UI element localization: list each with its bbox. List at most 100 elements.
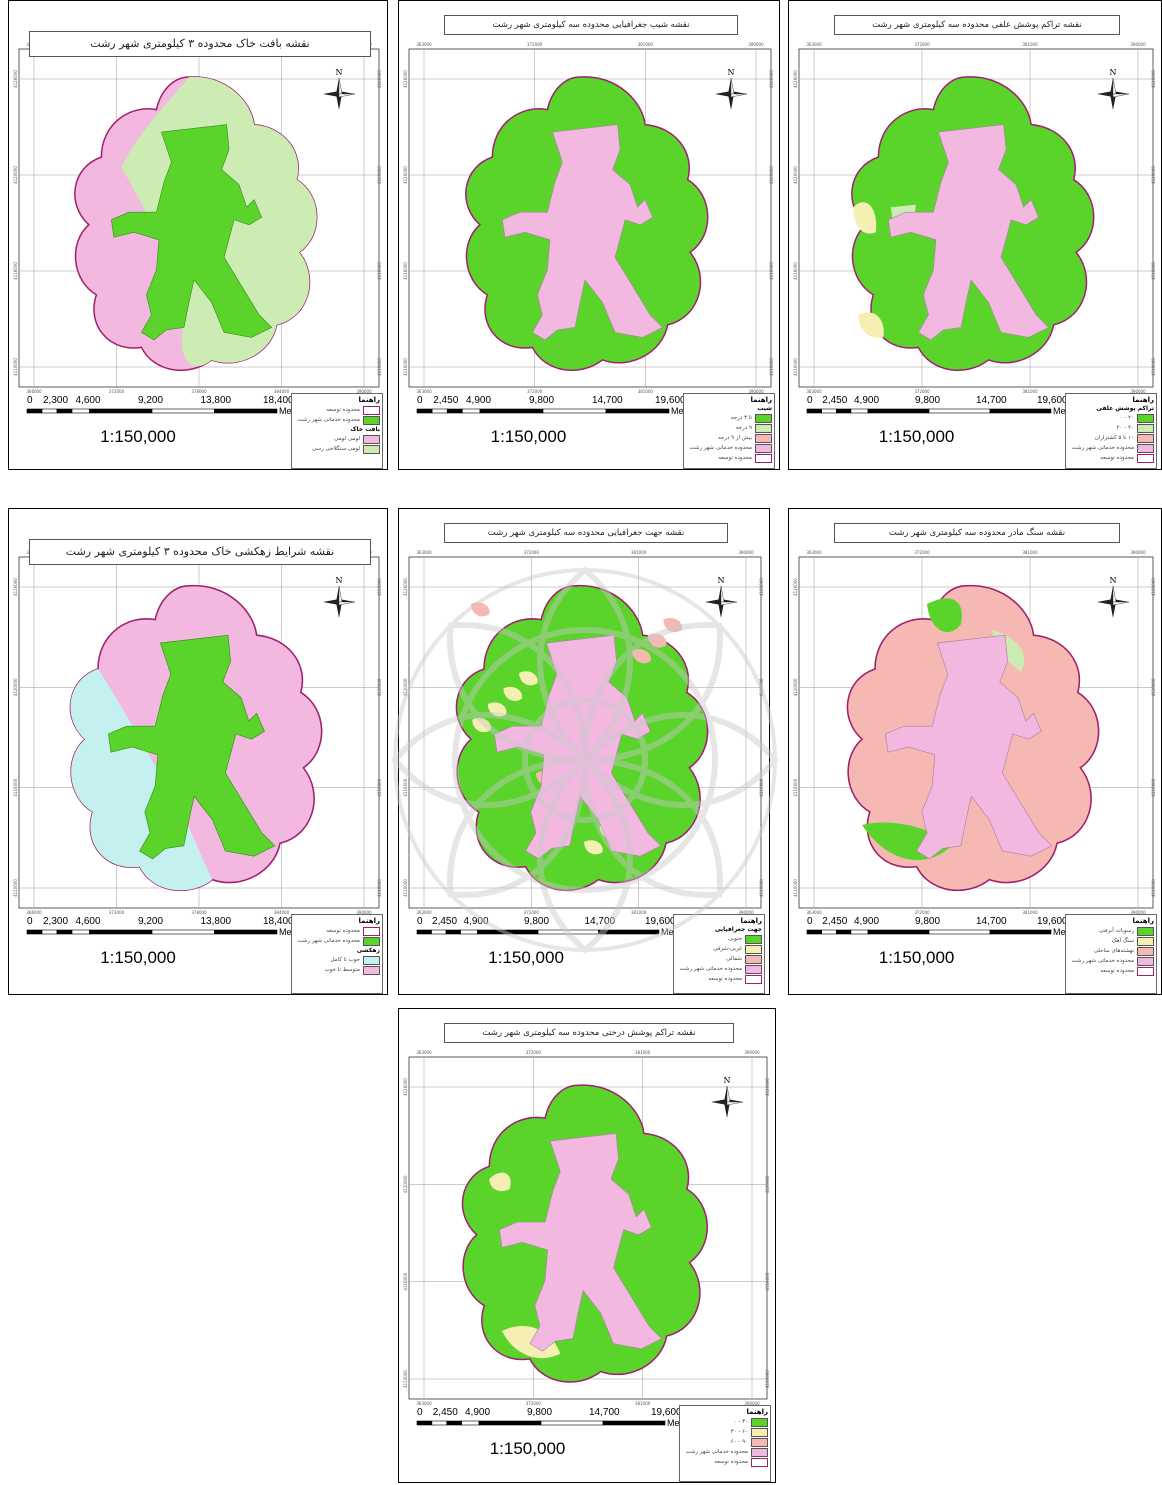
legend-item: محدوده خدماتی شهر رشت xyxy=(1068,956,1154,966)
legend-item: غربی-شرقی xyxy=(676,944,762,954)
legend-swatch xyxy=(1137,946,1154,956)
y-tick-label: 4116000 xyxy=(377,262,382,280)
map-panel: 3660003660003720003720003780003780003840… xyxy=(8,508,388,995)
x-tick-label: 390000 xyxy=(1130,42,1146,47)
scale-bar xyxy=(806,408,1052,414)
legend-item: ۴۰ - ۲۰ xyxy=(1068,423,1154,433)
x-tick-label: 381000 xyxy=(1022,550,1038,555)
legend-label: تا ۳ درجه xyxy=(730,415,752,421)
legend-swatch xyxy=(745,964,762,974)
legend-label: محدوده خدماتی شهر رشت xyxy=(297,938,360,944)
scale-label: 0 xyxy=(807,395,813,406)
map-svg: 363000 363000 372000 372000 381000 381000 3900… xyxy=(403,550,764,935)
legend-swatch xyxy=(363,926,380,936)
legend-item: محدوده توسعه xyxy=(1068,966,1154,976)
scale-label: 14,700 xyxy=(589,1407,620,1418)
legend-swatch xyxy=(755,413,772,423)
legend-label: سنگ آهک xyxy=(1111,938,1134,944)
legend-label: ۶۰ - ۳۰ xyxy=(730,1429,748,1435)
y-tick-label: 4120000 xyxy=(403,1175,408,1193)
y-tick-label: 4110000 xyxy=(1151,879,1156,897)
y-tick-label: 4110000 xyxy=(793,358,798,376)
legend-subheading: بافت خاک xyxy=(350,426,380,433)
y-tick-label: 4126000 xyxy=(13,70,18,88)
north-label: N xyxy=(1110,576,1117,585)
legend-item: محدوده توسعه xyxy=(676,974,762,984)
scale-label: 19,600 xyxy=(645,916,676,927)
legend-swatch xyxy=(745,934,762,944)
legend-swatch xyxy=(1137,423,1154,433)
legend-label: غربی-شرقی xyxy=(713,946,742,952)
scale-bar xyxy=(26,929,278,935)
scale-label: 9,800 xyxy=(915,916,941,927)
map-panel: 363000 363000 372000 372000 381000 381000 3900… xyxy=(398,1008,776,1483)
y-tick-label: 4110000 xyxy=(765,1370,770,1388)
legend-swatch xyxy=(755,433,772,443)
north-arrow-icon: N xyxy=(1097,68,1130,110)
x-tick-label: 363000 xyxy=(416,389,432,394)
scale-label: 2,450 xyxy=(822,916,848,927)
legend-item: محدوده توسعه xyxy=(682,1457,768,1467)
map-svg: 363000 363000 372000 372000 381000 381000 3900… xyxy=(793,550,1156,935)
y-tick-label: 4116000 xyxy=(403,262,408,280)
x-tick-label: 372000 xyxy=(527,389,543,394)
north-label: N xyxy=(336,576,343,585)
y-tick-label: 4126000 xyxy=(403,70,408,88)
y-tick-label: 4120000 xyxy=(765,1175,770,1193)
legend-item: ۹۰ - ۶۰ xyxy=(682,1437,768,1447)
legend-heading: راهنما xyxy=(1132,917,1154,925)
scale-label: 4,900 xyxy=(854,395,880,406)
x-tick-label: 390000 xyxy=(748,42,764,47)
legend-subheading: زهکشی xyxy=(356,947,380,954)
scale-label: 19,600 xyxy=(655,395,686,406)
legend-label: نهشته‌های ساحلی xyxy=(1093,948,1134,954)
legend-label: محدوده توسعه xyxy=(326,407,360,413)
x-tick-label: 372000 xyxy=(526,1401,542,1406)
scale-label: 4,900 xyxy=(465,1407,491,1418)
legend-item: محدوده خدماتی شهر رشت xyxy=(686,443,772,453)
legend-item: ۶۰ - ۳۰ xyxy=(682,1427,768,1437)
y-tick-label: 4116000 xyxy=(765,1272,770,1290)
north-arrow-icon: N xyxy=(323,576,356,618)
legend-item: محدوده خدماتی شهر رشت xyxy=(676,964,762,974)
north-arrow-icon: N xyxy=(1097,576,1130,618)
y-tick-label: 4120000 xyxy=(377,166,382,184)
legend-swatch xyxy=(1137,936,1154,946)
scale-label: 9,200 xyxy=(138,395,164,406)
legend-swatch xyxy=(363,434,380,444)
x-tick-label: 390000 xyxy=(744,1050,760,1055)
x-tick-label: 372000 xyxy=(527,42,543,47)
scale-label: 14,700 xyxy=(584,916,616,927)
scale-labels: 0 2,450 4,900 9,800 14,700 19,600 xyxy=(417,1407,682,1419)
legend-label: جنوبی xyxy=(727,936,742,942)
legend-swatch xyxy=(363,955,380,965)
y-tick-label: 4120000 xyxy=(403,678,408,696)
map-title: نقشه شیب جغرافیایی محدوده سه کیلومتری شه… xyxy=(444,15,738,35)
north-arrow-icon: N xyxy=(705,576,738,618)
legend-item: محدوده توسعه xyxy=(294,405,380,415)
scale-label: 18,400 xyxy=(263,916,294,927)
y-tick-label: 4120000 xyxy=(377,678,382,696)
legend-swatch xyxy=(755,443,772,453)
scale-label: 13,800 xyxy=(200,395,232,406)
x-tick-label: 390000 xyxy=(1130,550,1146,555)
legend-label: محدوده توسعه xyxy=(1100,968,1134,974)
legend-label: محدوده خدماتی شهر رشت xyxy=(1071,958,1134,964)
y-tick-label: 4126000 xyxy=(377,70,382,88)
legend-subheading: تراکم پوشش علفی xyxy=(1096,405,1154,412)
map-area xyxy=(461,1084,708,1383)
x-tick-label: 372000 xyxy=(524,910,540,915)
y-tick-label: 4116000 xyxy=(13,262,18,280)
y-tick-label: 4126000 xyxy=(765,1078,770,1096)
legend-item: محدوده خدماتی شهر رشت xyxy=(294,415,380,425)
legend-heading: راهنما xyxy=(746,1408,768,1416)
legend-item: ۲۰ - ۰ xyxy=(1068,413,1154,423)
legend-item: بیش از ۹ درجه xyxy=(686,433,772,443)
y-tick-label: 4126000 xyxy=(793,578,798,596)
map-svg: 363000 363000 372000 372000 381000 381000 3900… xyxy=(793,42,1156,414)
y-tick-label: 4120000 xyxy=(403,166,408,184)
legend-item: محدوده توسعه xyxy=(1068,453,1154,463)
legend-label: محدوده توسعه xyxy=(1100,455,1134,461)
legend-item: ۹ درجه xyxy=(686,423,772,433)
y-tick-label: 4120000 xyxy=(1151,678,1156,696)
